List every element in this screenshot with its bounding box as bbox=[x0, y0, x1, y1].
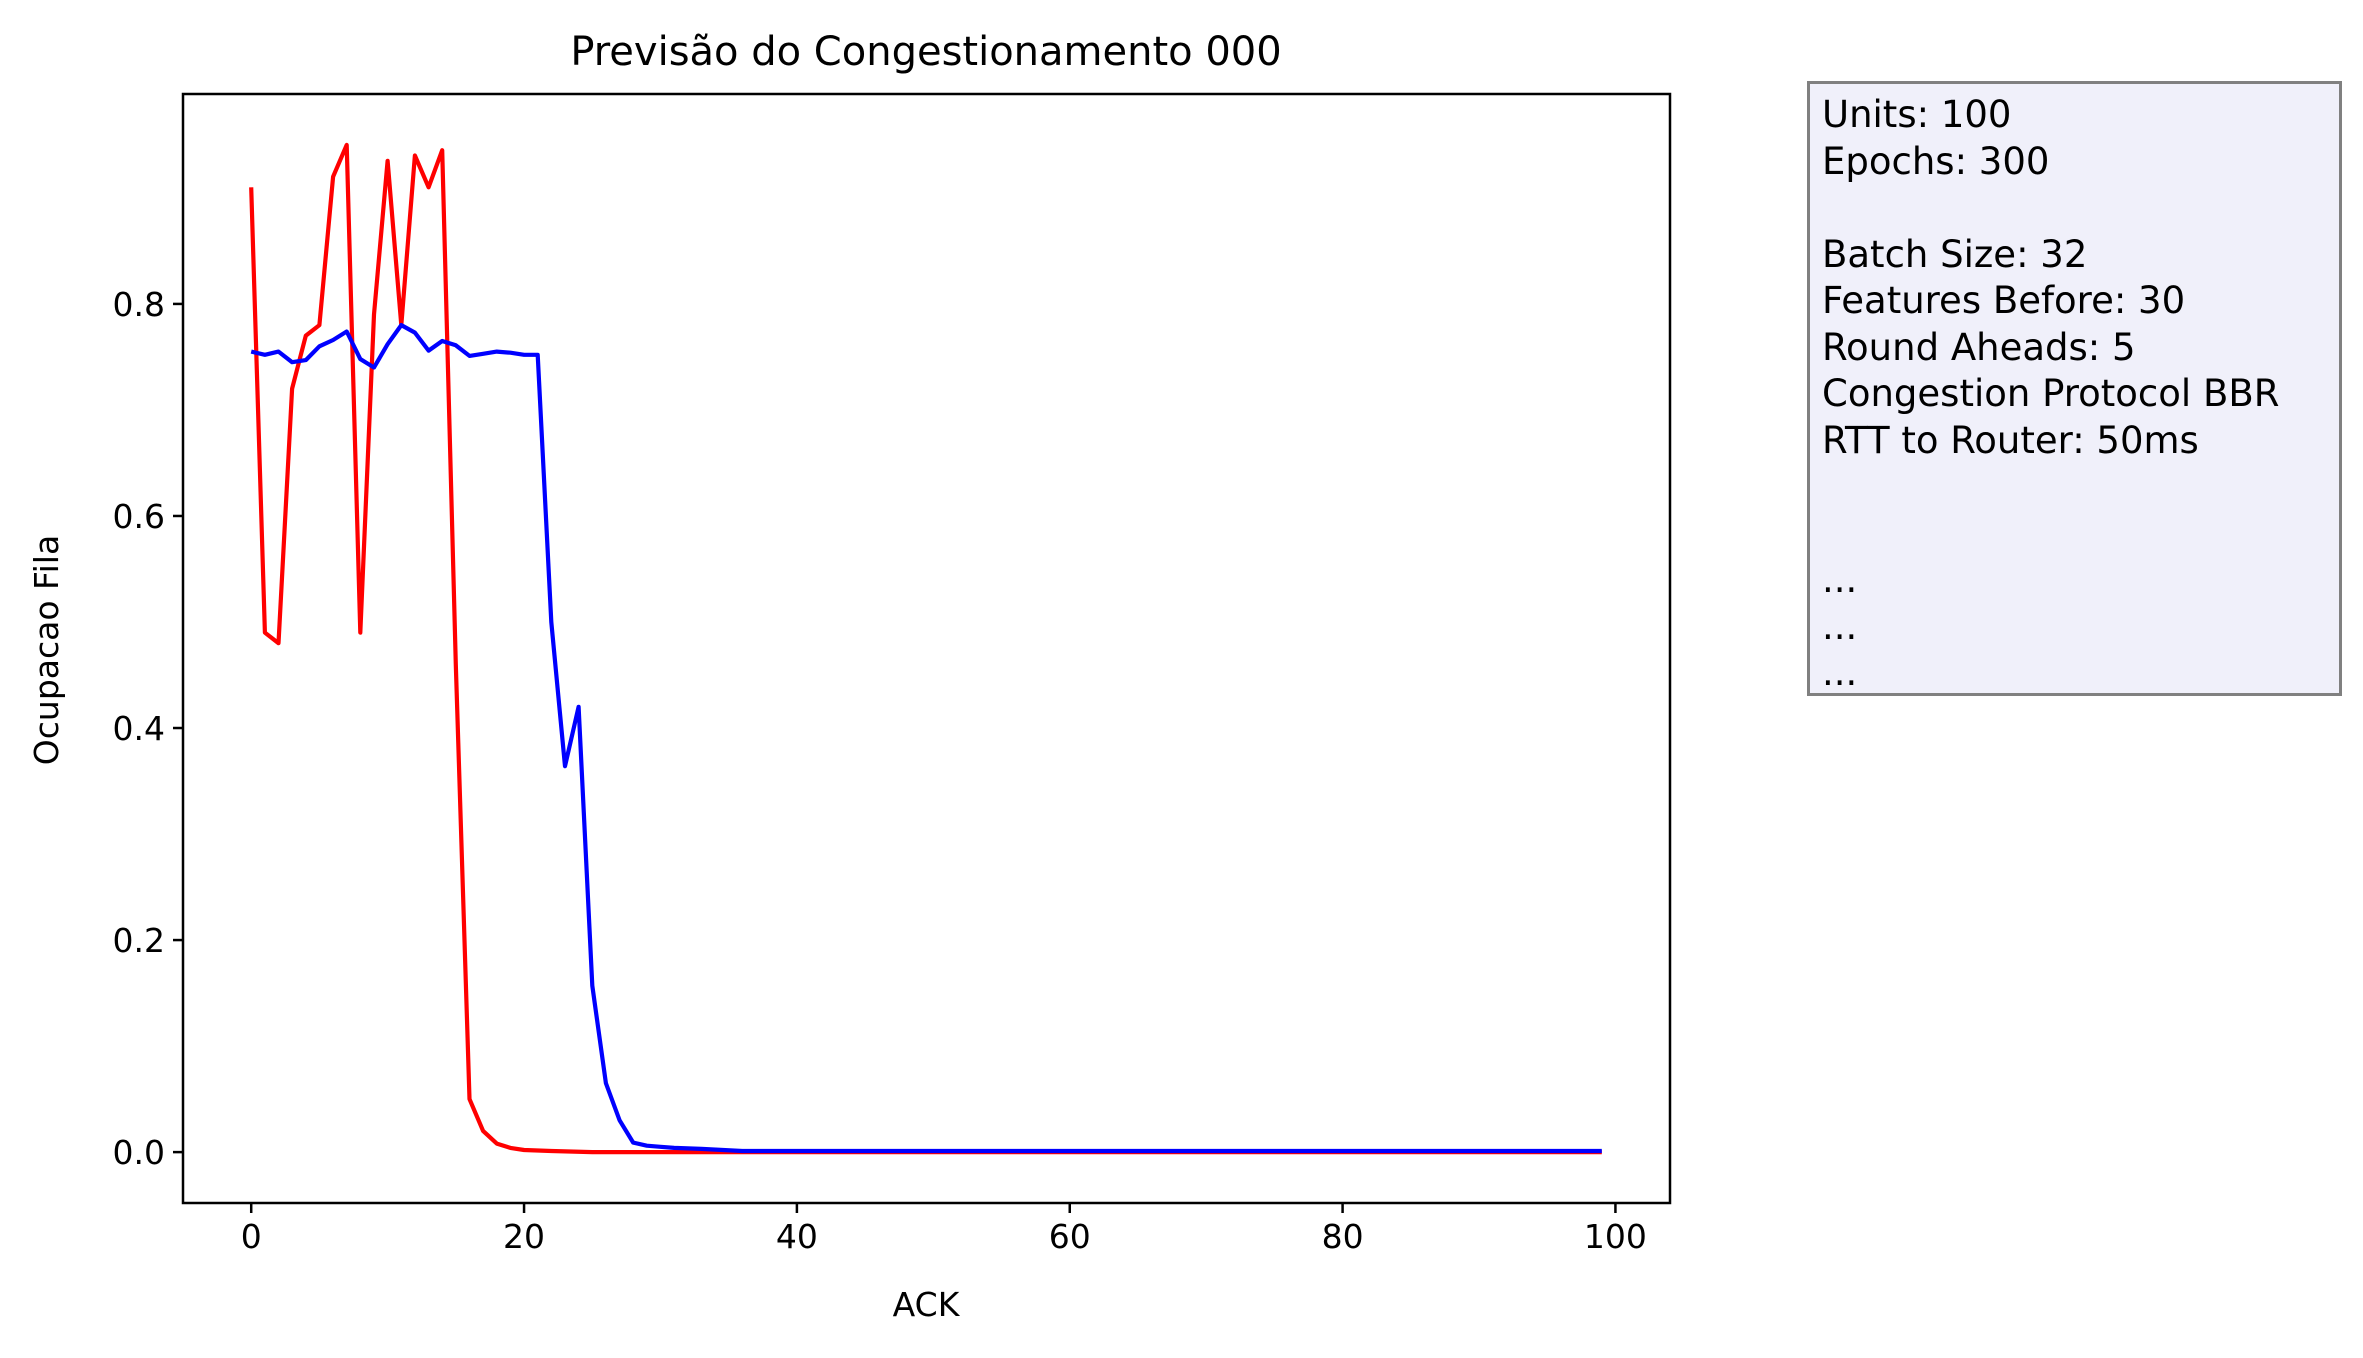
info-line bbox=[1822, 511, 2327, 558]
info-line: Round Aheads: 5 bbox=[1822, 325, 2136, 369]
x-tick-label: 100 bbox=[1584, 1217, 1647, 1256]
info-line: ... bbox=[1822, 651, 1858, 694]
plot-area-frame bbox=[181, 92, 1672, 1205]
info-line bbox=[1822, 185, 2327, 232]
info-line: Units: 100 bbox=[1822, 93, 2012, 136]
x-tick-label: 80 bbox=[1322, 1217, 1364, 1256]
series-line-1 bbox=[249, 142, 1602, 1155]
x-tick-label: 40 bbox=[776, 1217, 818, 1256]
y-tick-label: 0.0 bbox=[113, 1133, 165, 1172]
series-line-2 bbox=[250, 323, 1602, 1154]
info-line: Congestion Protocol BBR bbox=[1822, 372, 2280, 415]
x-tick-label: 20 bbox=[503, 1217, 545, 1256]
info-line bbox=[1822, 464, 2327, 511]
info-line: Epochs: 300 bbox=[1822, 139, 2050, 183]
x-tick-label: 60 bbox=[1049, 1217, 1091, 1256]
info-line: RTT to Router: 50ms bbox=[1822, 418, 2199, 462]
y-axis-label: Ocupacao Fila bbox=[27, 535, 66, 765]
x-tick-label: 0 bbox=[241, 1217, 262, 1256]
y-tick-label: 0.6 bbox=[113, 497, 165, 536]
x-axis-label: ACK bbox=[893, 1285, 961, 1324]
y-tick-label: 0.2 bbox=[113, 921, 165, 960]
info-line: Features Before: 30 bbox=[1822, 279, 2186, 322]
y-tick-label: 0.4 bbox=[113, 709, 165, 748]
info-line: ... bbox=[1822, 604, 1858, 648]
y-tick-label: 0.8 bbox=[113, 285, 165, 324]
chart-title: Previsão do Congestionamento 000 bbox=[570, 29, 1281, 75]
info-line: Batch Size: 32 bbox=[1822, 232, 2088, 276]
info-line: ... bbox=[1822, 558, 1858, 601]
model-parameters-box: Units: 100 Epochs: 300 Batch Size: 32 Featu… bbox=[1807, 81, 2342, 696]
